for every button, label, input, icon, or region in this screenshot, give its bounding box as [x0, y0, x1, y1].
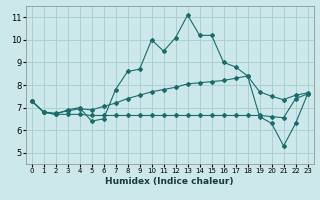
X-axis label: Humidex (Indice chaleur): Humidex (Indice chaleur)	[105, 177, 234, 186]
